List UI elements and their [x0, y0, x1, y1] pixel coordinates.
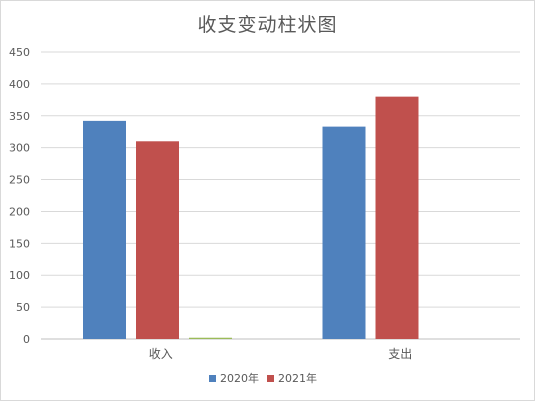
y-tick-label: 200 [9, 205, 30, 218]
chart-title: 收支变动柱状图 [197, 14, 338, 36]
bar-3-1 [189, 337, 232, 339]
bar-2-1 [136, 141, 179, 339]
bar-1-2 [322, 126, 366, 340]
legend-swatch-1 [209, 375, 216, 382]
y-tick-label: 100 [9, 269, 30, 282]
y-tick-label: 350 [9, 110, 30, 123]
y-tick-label: 300 [9, 142, 30, 155]
y-tick-label: 50 [16, 301, 30, 314]
legend-label-1: 2020年 [220, 371, 259, 385]
bar-2-2 [375, 96, 419, 340]
x-category-label: 收入 [149, 347, 173, 361]
y-tick-label: 400 [9, 78, 30, 91]
y-tick-label: 450 [9, 46, 30, 59]
legend-label-2: 2021年 [278, 371, 317, 385]
y-tick-label: 250 [9, 174, 30, 187]
x-category-label: 支出 [388, 347, 412, 361]
y-tick-label: 0 [23, 333, 30, 346]
legend-swatch-2 [267, 375, 274, 382]
bar-1-1 [83, 120, 126, 339]
y-tick-label: 150 [9, 237, 30, 250]
